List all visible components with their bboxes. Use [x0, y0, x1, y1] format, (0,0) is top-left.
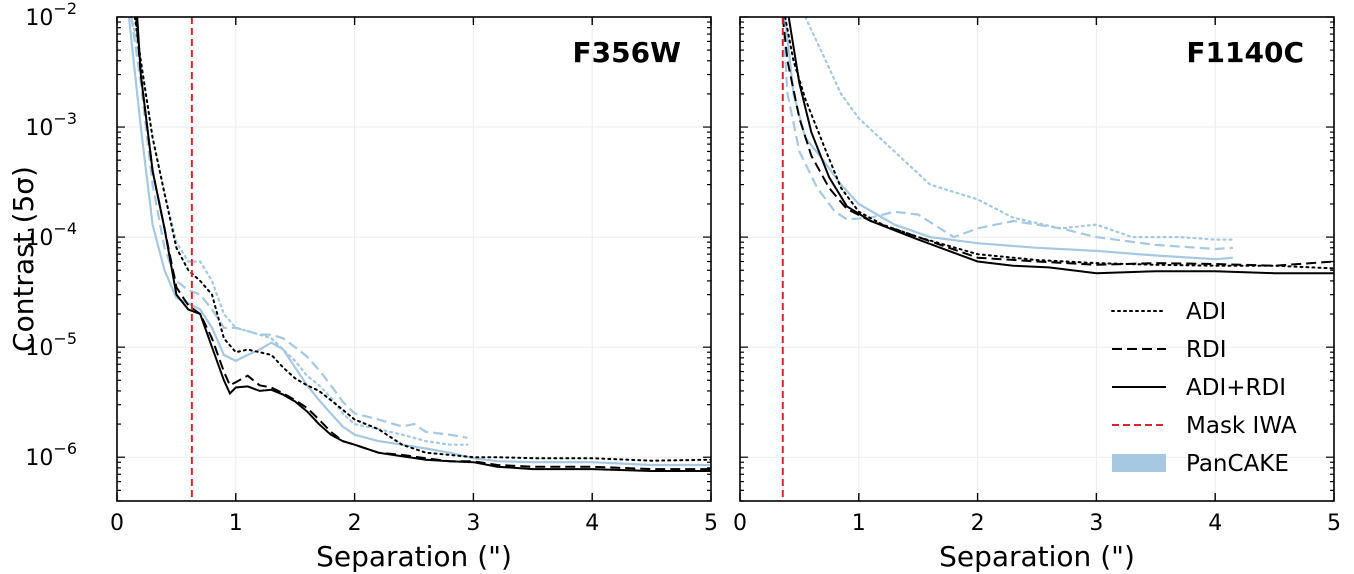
- x-tick-label: 4: [1208, 511, 1222, 536]
- legend-label: RDI: [1186, 337, 1226, 363]
- x-tick-label: 3: [1089, 511, 1103, 536]
- x-tick-label: 3: [466, 511, 480, 536]
- series-line-adi-plus-rdi-pancake: [784, 17, 1234, 261]
- x-tick-label: 0: [733, 511, 747, 536]
- series-line-adi-pancake: [804, 17, 1235, 241]
- series-layer: [127, 17, 711, 472]
- x-tick-label: 1: [852, 511, 866, 536]
- x-axis-label: Separation ("): [939, 540, 1135, 573]
- panel-title: F356W: [573, 36, 682, 69]
- panel-f1140c: 0 1 2 3 4 5 F1140C Separation (") ADI RDI ADI+R…: [733, 16, 1341, 573]
- plot-frame: [116, 16, 712, 502]
- x-tick-label: 2: [971, 511, 985, 536]
- series-line-adi-pancake: [130, 17, 469, 446]
- series-line-rdi-standard: [781, 17, 1334, 267]
- plot-frame: [739, 16, 1335, 502]
- ticks-layer: 0 1 2 3 4 5: [733, 16, 1341, 536]
- x-tick-label: 5: [704, 511, 718, 536]
- x-tick-label: 1: [229, 511, 243, 536]
- legend-label: ADI: [1186, 299, 1226, 325]
- legend-swatch-pancake: [1112, 454, 1166, 472]
- panel-f356w: 0 1 2 3 4 5 10−2 10−3 10−4 10−5 10−6 F356W Separat…: [25, 0, 718, 573]
- legend: ADI RDI ADI+RDI Mask IWA PanCAKE: [1111, 299, 1297, 477]
- series-line-rdi-pancake: [130, 17, 468, 439]
- y-tick-label: 10−3: [25, 109, 77, 141]
- y-tick-label: 10−4: [25, 219, 77, 251]
- y-tick-label: 10−6: [25, 439, 77, 471]
- x-tick-label: 5: [1327, 511, 1341, 536]
- series-layer: [781, 17, 1334, 275]
- y-tick-label: 10−5: [25, 329, 77, 361]
- series-line-adi-plus-rdi-standard: [787, 17, 1334, 275]
- ticks-layer: 0 1 2 3 4 5 10−2 10−3 10−4 10−5 10−6: [25, 0, 718, 536]
- series-line-adi-standard: [784, 17, 1334, 270]
- panel-title: F1140C: [1186, 36, 1304, 69]
- series-line-adi-standard: [133, 17, 711, 462]
- y-axis-label: Contrast (5σ): [7, 166, 40, 352]
- x-tick-label: 0: [110, 511, 124, 536]
- y-tick-label: 10−2: [25, 0, 77, 31]
- legend-label: ADI+RDI: [1186, 375, 1286, 401]
- x-tick-label: 2: [348, 511, 362, 536]
- x-tick-label: 4: [585, 511, 599, 536]
- plot-background: [117, 17, 711, 501]
- legend-label: Mask IWA: [1186, 413, 1297, 439]
- series-line-rdi-pancake: [781, 17, 1234, 251]
- series-line-adi-plus-rdi-standard: [136, 17, 711, 472]
- legend-label: PanCAKE: [1186, 451, 1289, 477]
- x-axis-label: Separation ("): [316, 540, 512, 573]
